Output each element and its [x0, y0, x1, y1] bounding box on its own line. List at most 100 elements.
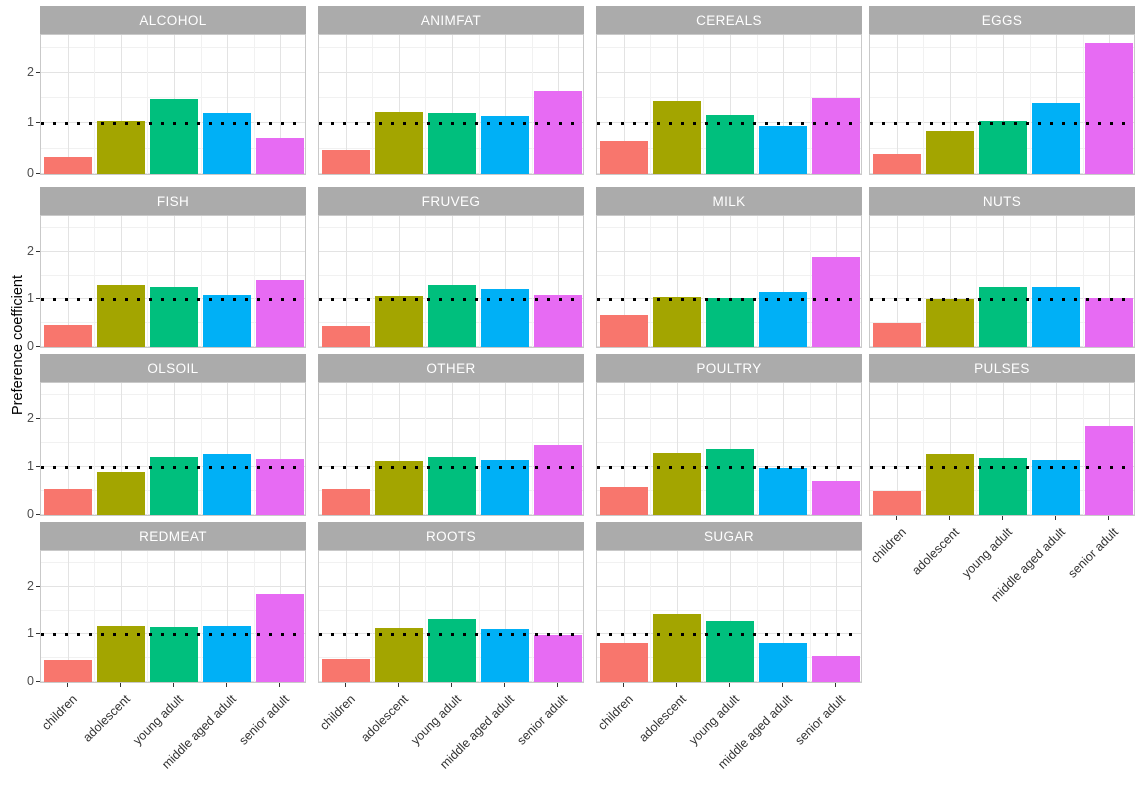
gridline-minor-v: [253, 216, 255, 347]
x-tick-mark: [66, 683, 68, 687]
bar-adolescent: [925, 131, 974, 174]
gridline-minor-v: [809, 35, 811, 174]
x-tick-mark: [782, 683, 784, 687]
y-tick-mark: [36, 173, 40, 174]
bar-adolescent: [96, 285, 145, 347]
gridline-major-v: [174, 551, 175, 682]
reference-line: [41, 297, 305, 301]
facet-panel-animfat: [318, 34, 584, 175]
facet-panel-pulses: [869, 382, 1135, 516]
gridline-minor-h: [319, 274, 583, 276]
facet-title: ANIMFAT: [420, 12, 482, 28]
gridline-major-h: [597, 250, 861, 252]
gridline-major-v: [280, 383, 282, 515]
bar-senior-adult: [256, 593, 305, 682]
x-tick-label: middle aged adult: [159, 692, 240, 772]
gridline-minor-v: [147, 551, 149, 682]
y-tick-label: 1: [27, 115, 34, 130]
gridline-major-v: [1003, 216, 1004, 347]
bar-middle-aged-adult: [1032, 287, 1081, 347]
gridline-major-v: [836, 551, 838, 682]
gridline-major-v: [120, 35, 122, 174]
gridline-minor-v: [1029, 216, 1031, 347]
x-tick-label: middle aged adult: [988, 525, 1069, 605]
gridline-minor-v: [703, 216, 705, 347]
gridline-minor-v: [1082, 35, 1084, 174]
bar-middle-aged-adult: [481, 115, 530, 174]
bar-adolescent: [925, 453, 974, 515]
gridline-major-v: [227, 383, 229, 515]
y-tick-label: 2: [27, 243, 34, 258]
facet-title: EGGS: [981, 12, 1023, 28]
bar-senior-adult: [534, 445, 583, 515]
bar-senior-adult: [256, 137, 305, 174]
gridline-minor-h: [870, 46, 1134, 48]
bar-adolescent: [652, 100, 701, 174]
gridline-major-h: [870, 71, 1134, 73]
bar-senior-adult: [1085, 426, 1134, 515]
gridline-minor-v: [372, 383, 374, 515]
gridline-major-v: [345, 383, 347, 515]
bar-adolescent: [374, 460, 423, 515]
gridline-major-v: [174, 383, 175, 515]
bar-children: [872, 491, 921, 515]
gridline-minor-v: [703, 551, 705, 682]
facet-title: SUGAR: [703, 528, 754, 544]
gridline-minor-v: [531, 383, 533, 515]
gridline-major-v: [505, 35, 507, 174]
gridline-major-h: [41, 418, 305, 419]
gridline-minor-v: [200, 383, 202, 515]
y-tick-mark: [36, 514, 40, 515]
y-tick-label: 0: [27, 166, 34, 180]
bar-adolescent: [925, 299, 974, 347]
gridline-minor-h: [41, 442, 305, 443]
facet-title: NUTS: [982, 193, 1022, 209]
bar-young-adult: [979, 286, 1027, 347]
gridline-major-v: [174, 216, 175, 347]
x-tick-mark: [948, 516, 950, 520]
gridline-major-h: [597, 418, 861, 419]
gridline-major-h: [41, 250, 305, 252]
bar-children: [321, 150, 370, 174]
gridline-major-v: [227, 551, 229, 682]
bar-adolescent: [374, 628, 423, 682]
gridline-major-v: [398, 35, 400, 174]
gridline-minor-h: [319, 97, 583, 99]
y-tick-label: 0: [27, 674, 34, 688]
gridline-minor-v: [478, 216, 480, 347]
gridline-major-v: [452, 35, 453, 174]
y-tick-mark: [36, 681, 40, 682]
gridline-major-v: [67, 35, 69, 174]
gridline-major-h: [319, 71, 583, 73]
bar-middle-aged-adult: [203, 294, 252, 347]
gridline-minor-h: [319, 226, 583, 228]
facet-panel-redmeat: [40, 550, 306, 683]
facet-strip-sugar: SUGAR: [596, 522, 862, 550]
gridline-minor-v: [923, 35, 925, 174]
gridline-minor-h: [597, 442, 861, 443]
gridline-minor-v: [425, 35, 427, 174]
x-tick-mark: [173, 683, 174, 687]
gridline-major-h: [597, 71, 861, 73]
gridline-major-v: [836, 383, 838, 515]
gridline-minor-v: [478, 383, 480, 515]
y-tick-mark: [36, 585, 40, 587]
reference-line: [41, 121, 305, 125]
x-tick-label: young adult: [959, 525, 1015, 581]
gridline-minor-v: [756, 551, 758, 682]
facet-panel-sugar: [596, 550, 862, 683]
gridline-minor-v: [809, 551, 811, 682]
bar-children: [321, 325, 370, 347]
reference-line: [597, 121, 861, 125]
reference-line: [870, 121, 1134, 125]
bar-young-adult: [428, 285, 476, 347]
x-tick-mark: [279, 683, 281, 687]
facet-strip-other: OTHER: [318, 354, 584, 382]
gridline-minor-h: [870, 394, 1134, 395]
y-tick-mark: [36, 250, 40, 252]
facet-strip-olsoil: OLSOIL: [40, 354, 306, 382]
x-tick-label: young adult: [130, 692, 186, 748]
gridline-minor-h: [597, 394, 861, 395]
facet-panel-eggs: [869, 34, 1135, 175]
gridline-minor-v: [531, 35, 533, 174]
